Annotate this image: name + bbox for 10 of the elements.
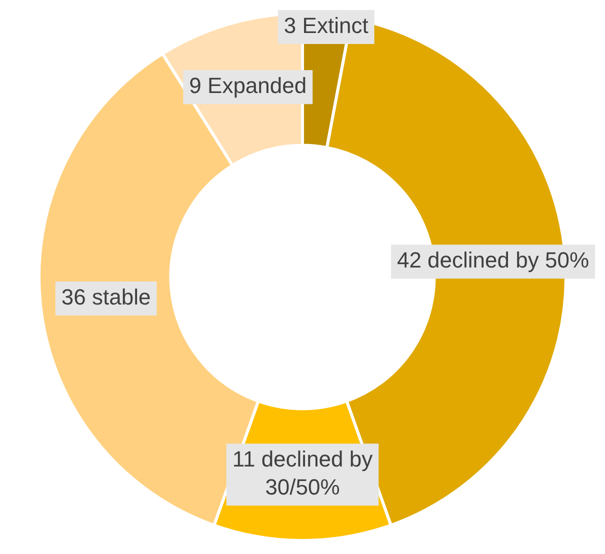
data-label: 3 [284, 13, 296, 38]
slice-label: declined by 30/50% [261, 446, 373, 500]
slice-label: Expanded [208, 73, 307, 98]
slice-label: stable [92, 284, 151, 310]
data-label: 42 [396, 248, 422, 273]
slice-label: declined by 50% [428, 248, 590, 273]
data-label: 9 [189, 73, 202, 98]
data-label: 36 [61, 284, 86, 310]
data-label: 11 [232, 446, 256, 472]
slice-label: Extinct [302, 13, 368, 38]
